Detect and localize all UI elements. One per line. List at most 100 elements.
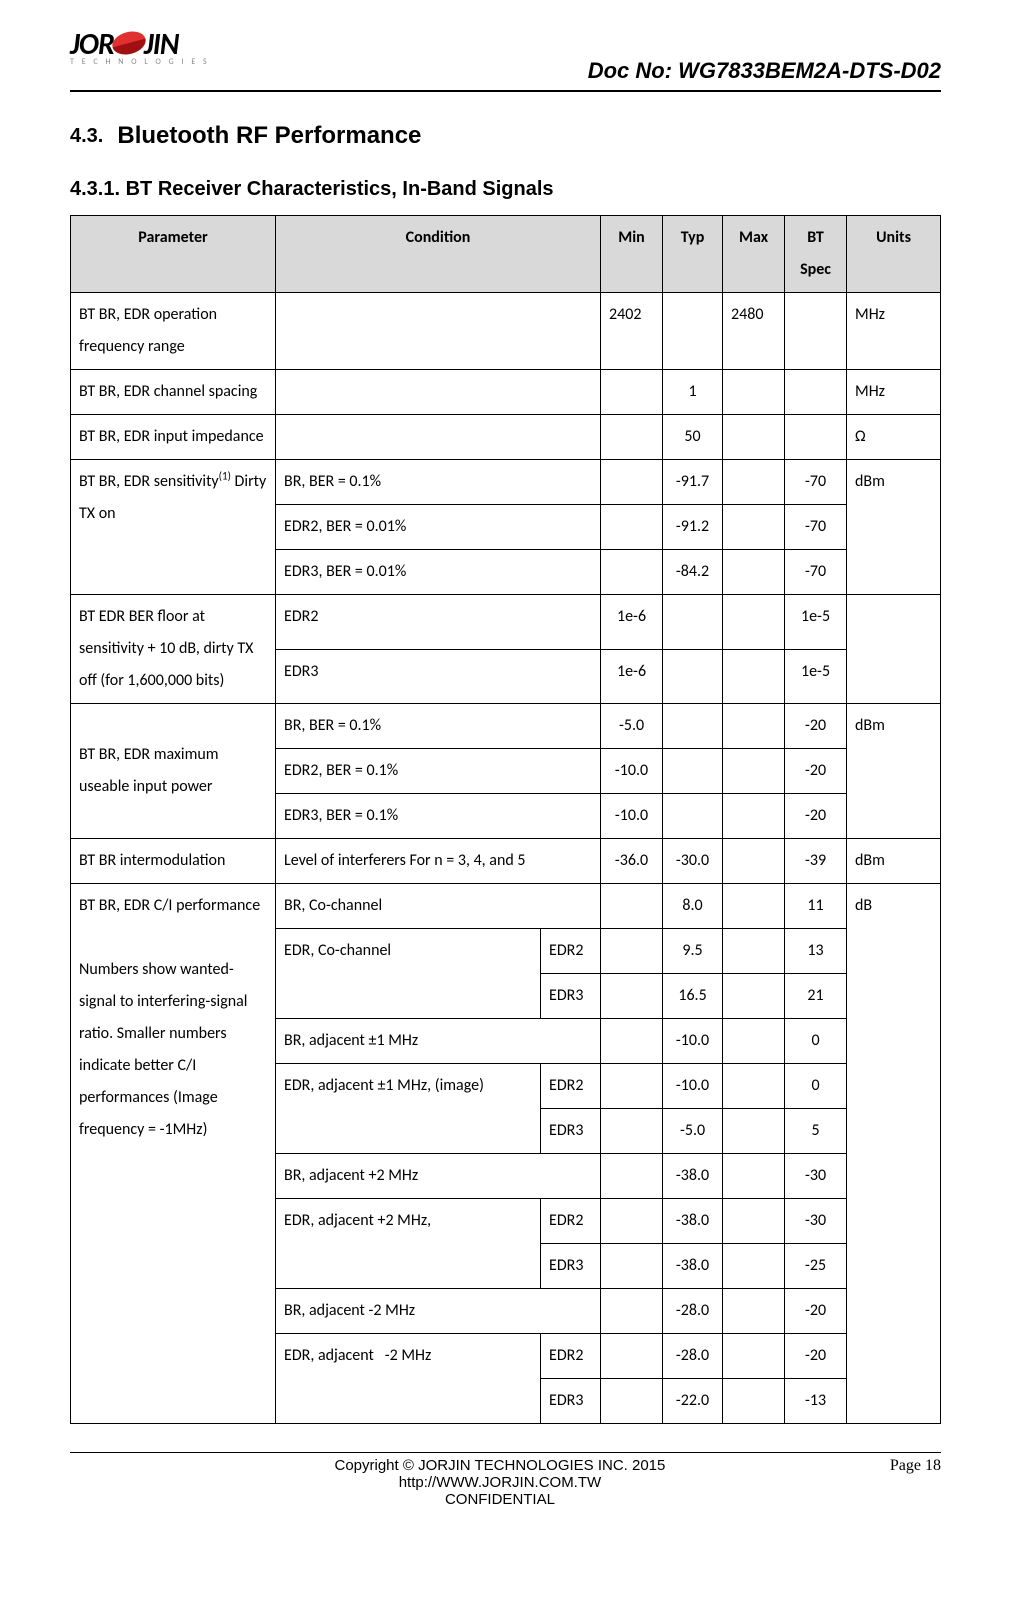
cell-param: BT BR, EDR input impedance: [71, 415, 276, 460]
subsection-heading: 4.3.1. BT Receiver Characteristics, In-B…: [70, 178, 941, 201]
cell-typ: -38.0: [663, 1244, 723, 1289]
cell-spec: -39: [785, 839, 847, 884]
cell-typ: -28.0: [663, 1289, 723, 1334]
cell-units: MHz: [847, 293, 941, 370]
cell-param: BT BR, EDR maximum useable input power: [71, 704, 276, 839]
cell-spec: 13: [785, 929, 847, 974]
logo-text-left: JOR: [70, 30, 114, 60]
subsection-title: BT Receiver Characteristics, In-Band Sig…: [126, 178, 554, 200]
cell-spec: [785, 370, 847, 415]
th-parameter: Parameter: [71, 216, 276, 293]
table-row: BT BR intermodulation Level of interfere…: [71, 839, 941, 884]
cell-cond: EDR2: [276, 595, 601, 650]
cell-cond: EDR3: [276, 649, 601, 704]
cell-min: [601, 505, 663, 550]
doc-number: Doc No: WG7833BEM2A-DTS-D02: [588, 58, 941, 84]
cell-typ: -28.0: [663, 1334, 723, 1379]
th-max: Max: [723, 216, 785, 293]
cell-max: [723, 1064, 785, 1109]
cell-max: [723, 1019, 785, 1064]
footer-url: http://WWW.JORJIN.COM.TW: [130, 1474, 870, 1491]
cell-min: [601, 1289, 663, 1334]
cell-min: [601, 415, 663, 460]
table-header-row: Parameter Condition Min Typ Max BT Spec …: [71, 216, 941, 293]
cell-spec: 1e-5: [785, 649, 847, 704]
cell-units: dBm: [847, 704, 941, 839]
th-btspec: BT Spec: [785, 216, 847, 293]
cell-cond-sub: EDR2: [541, 1199, 601, 1244]
table-row: BT BR, EDR operation frequency range 240…: [71, 293, 941, 370]
cell-cond: BR, Co-channel: [276, 884, 601, 929]
cell-cond-sub: EDR3: [541, 1379, 601, 1424]
ci-param-body: Numbers show wanted-signal to interferin…: [79, 960, 247, 1139]
table-row: BT BR, EDR channel spacing 1 MHz: [71, 370, 941, 415]
param-text-pre: BT BR, EDR sensitivity: [79, 472, 219, 491]
cell-min: [601, 1199, 663, 1244]
cell-max: [723, 749, 785, 794]
ci-param-top: BT BR, EDR C/I performance: [79, 896, 260, 915]
cell-spec: -20: [785, 1289, 847, 1334]
subsection-number: 4.3.1.: [70, 178, 120, 200]
cell-spec: [785, 415, 847, 460]
cell-units: [847, 595, 941, 704]
cell-param: BT EDR BER floor at sensitivity + 10 dB,…: [71, 595, 276, 704]
cell-max: [723, 415, 785, 460]
cell-typ: -10.0: [663, 1019, 723, 1064]
cell-cond: EDR2, BER = 0.1%: [276, 749, 601, 794]
cell-param: BT BR intermodulation: [71, 839, 276, 884]
cell-max: [723, 974, 785, 1019]
cell-cond-sub: EDR3: [541, 974, 601, 1019]
cell-max: [723, 1109, 785, 1154]
cell-typ: [663, 794, 723, 839]
cell-max: [723, 839, 785, 884]
logo: JOR JIN T E C H N O L O G I E S: [70, 30, 210, 66]
cell-min: 1e-6: [601, 595, 663, 650]
footer-page-number: Page 18: [870, 1457, 941, 1508]
footer-rule: [70, 1452, 941, 1453]
cell-typ: -30.0: [663, 839, 723, 884]
cell-spec: 0: [785, 1064, 847, 1109]
cell-cond: EDR3, BER = 0.01%: [276, 550, 601, 595]
cell-units: dBm: [847, 839, 941, 884]
page-header: JOR JIN T E C H N O L O G I E S Doc No: …: [70, 30, 941, 84]
cell-max: [723, 1334, 785, 1379]
param-sup: (1): [219, 470, 231, 483]
cell-max: [723, 505, 785, 550]
cell-min: 2402: [601, 293, 663, 370]
cell-typ: [663, 704, 723, 749]
cell-spec: -20: [785, 704, 847, 749]
th-typ: Typ: [663, 216, 723, 293]
cell-cond: EDR2, BER = 0.01%: [276, 505, 601, 550]
cell-spec: -70: [785, 460, 847, 505]
section-number: 4.3.: [70, 125, 103, 147]
cell-max: [723, 1379, 785, 1424]
cell-spec: 1e-5: [785, 595, 847, 650]
cell-units: Ω: [847, 415, 941, 460]
cell-min: [601, 1154, 663, 1199]
cell-cond: BR, BER = 0.1%: [276, 704, 601, 749]
cell-typ: 8.0: [663, 884, 723, 929]
cell-cond: Level of interferers For n = 3, 4, and 5: [276, 839, 601, 884]
cell-typ: -84.2: [663, 550, 723, 595]
cell-spec: -20: [785, 1334, 847, 1379]
cell-param: BT BR, EDR operation frequency range: [71, 293, 276, 370]
cell-param: BT BR, EDR sensitivity(1) Dirty TX on: [71, 460, 276, 595]
cell-min: [601, 1379, 663, 1424]
cell-cond-sub: EDR2: [541, 929, 601, 974]
cell-max: [723, 550, 785, 595]
cell-spec: -25: [785, 1244, 847, 1289]
cell-spec: -20: [785, 749, 847, 794]
cell-spec: -13: [785, 1379, 847, 1424]
cell-typ: -10.0: [663, 1064, 723, 1109]
cell-param: BT BR, EDR C/I performance Numbers show …: [71, 884, 276, 1424]
cell-cond: BR, adjacent -2 MHz: [276, 1289, 601, 1334]
th-min: Min: [601, 216, 663, 293]
cell-min: -5.0: [601, 704, 663, 749]
cell-param: BT BR, EDR channel spacing: [71, 370, 276, 415]
cell-max: [723, 704, 785, 749]
cell-cond-sub: EDR2: [541, 1064, 601, 1109]
page-footer: Copyright © JORJIN TECHNOLOGIES INC. 201…: [70, 1457, 941, 1508]
cell-typ: -91.2: [663, 505, 723, 550]
cell-min: [601, 929, 663, 974]
cell-min: [601, 884, 663, 929]
